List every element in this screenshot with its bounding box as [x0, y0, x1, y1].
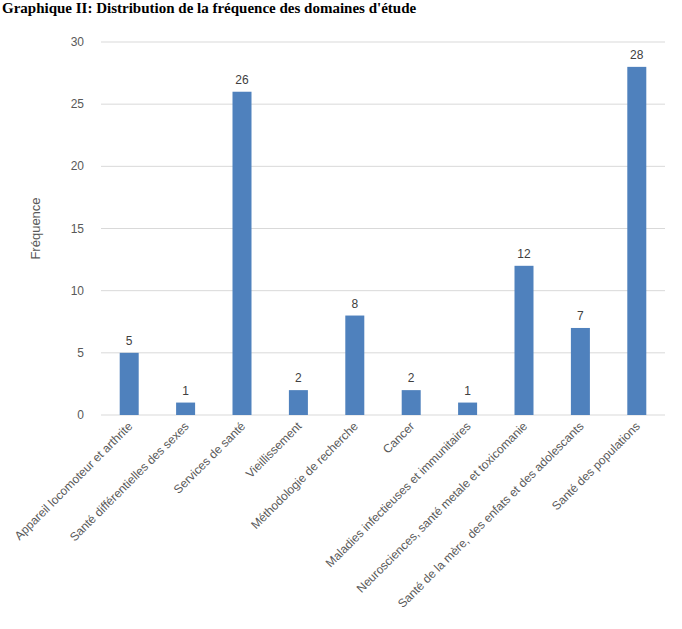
bar: [289, 390, 308, 415]
x-tick-label: Vieillissement: [243, 419, 305, 481]
bar: [345, 316, 364, 415]
data-label: 8: [351, 297, 358, 311]
bar: [176, 403, 195, 415]
y-tick-label: 5: [77, 346, 84, 360]
bar: [571, 328, 590, 415]
data-label: 28: [630, 48, 644, 62]
y-tick-label: 25: [71, 97, 85, 111]
data-label: 1: [464, 384, 471, 398]
x-tick-label: Santé différentielles des sexes: [67, 419, 192, 544]
data-label: 1: [182, 384, 189, 398]
bar: [402, 390, 421, 415]
grid-line: [101, 104, 665, 105]
x-tick-label: Santé de la mère, des enfats et des adol…: [395, 419, 587, 611]
grid-line: [101, 228, 665, 229]
grid-line: [101, 290, 665, 291]
bar: [120, 353, 139, 415]
y-axis-label: Fréquence: [28, 197, 43, 259]
data-label: 26: [235, 73, 249, 87]
bar: [515, 266, 534, 415]
chart-svg: Graphique II: Distribution de la fréquen…: [0, 0, 682, 629]
y-tick-label: 0: [77, 408, 84, 422]
x-tick-label: Cancer: [380, 419, 417, 456]
data-label: 12: [517, 247, 531, 261]
data-label: 5: [126, 334, 133, 348]
y-tick-label: 15: [71, 222, 85, 236]
bar: [233, 92, 252, 415]
chart: Graphique II: Distribution de la fréquen…: [0, 0, 682, 629]
data-label: 2: [408, 371, 415, 385]
x-tick-label: Méthodologie de recherche: [248, 419, 361, 532]
grid-line: [101, 42, 665, 43]
grid-line: [101, 166, 665, 167]
x-tick-label: Appareil locomoteur et arthrite: [12, 419, 136, 543]
title: Graphique II: Distribution de la fréquen…: [2, 0, 417, 16]
y-tick-label: 30: [71, 35, 85, 49]
x-tick-label: Services de santé: [171, 419, 249, 497]
data-label: 2: [295, 371, 302, 385]
y-tick-label: 20: [71, 159, 85, 173]
x-tick-label: Santé des populations: [549, 419, 643, 513]
bars: [120, 67, 647, 415]
bar: [458, 403, 477, 415]
bar: [627, 67, 646, 415]
data-label: 7: [577, 309, 584, 323]
y-tick-label: 10: [71, 284, 85, 298]
